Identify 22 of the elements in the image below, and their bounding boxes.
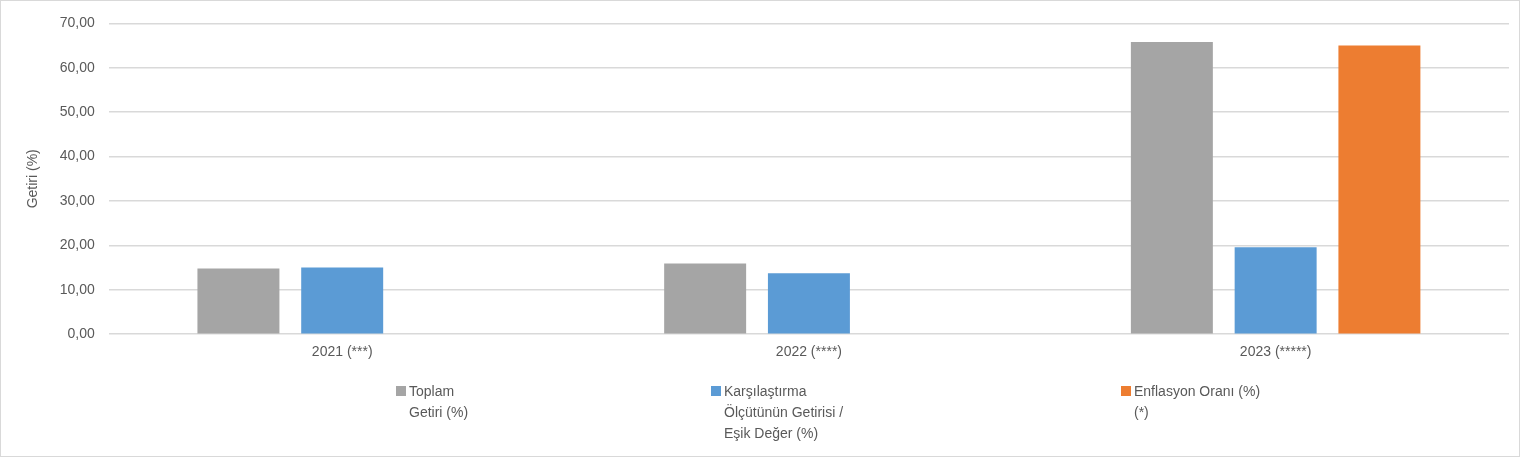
y-tick-label: 70,00: [59, 14, 96, 31]
bar: [664, 263, 747, 334]
x-tick-label: 2022 (****): [775, 343, 842, 360]
y-tick-label: 30,00: [59, 191, 96, 208]
x-tick-label: 2023 (*****): [1239, 343, 1312, 360]
y-tick-label: 60,00: [59, 58, 96, 75]
bar: [1130, 42, 1213, 334]
legend-label: Karşılaştırma Ölçütünün Getirisi / Eşik Değer (%): [724, 382, 845, 443]
x-tick-label: 2021 (***): [311, 343, 373, 360]
y-tick-label: 40,00: [59, 147, 96, 164]
y-tick-label: 20,00: [59, 236, 96, 253]
y-axis-title: Getiri (%): [24, 149, 41, 209]
legend-label: Enflasyon Oranı (%) (*): [1134, 382, 1262, 422]
bar: [1234, 247, 1317, 334]
bar: [301, 267, 384, 334]
y-tick-label: 10,00: [59, 280, 96, 297]
bar: [1338, 45, 1421, 334]
y-tick-label: 50,00: [59, 103, 96, 120]
y-tick-label: 0,00: [67, 325, 96, 342]
legend-label: Toplam Getiri (%): [409, 382, 469, 422]
bar: [197, 268, 280, 334]
bar: [767, 273, 850, 334]
